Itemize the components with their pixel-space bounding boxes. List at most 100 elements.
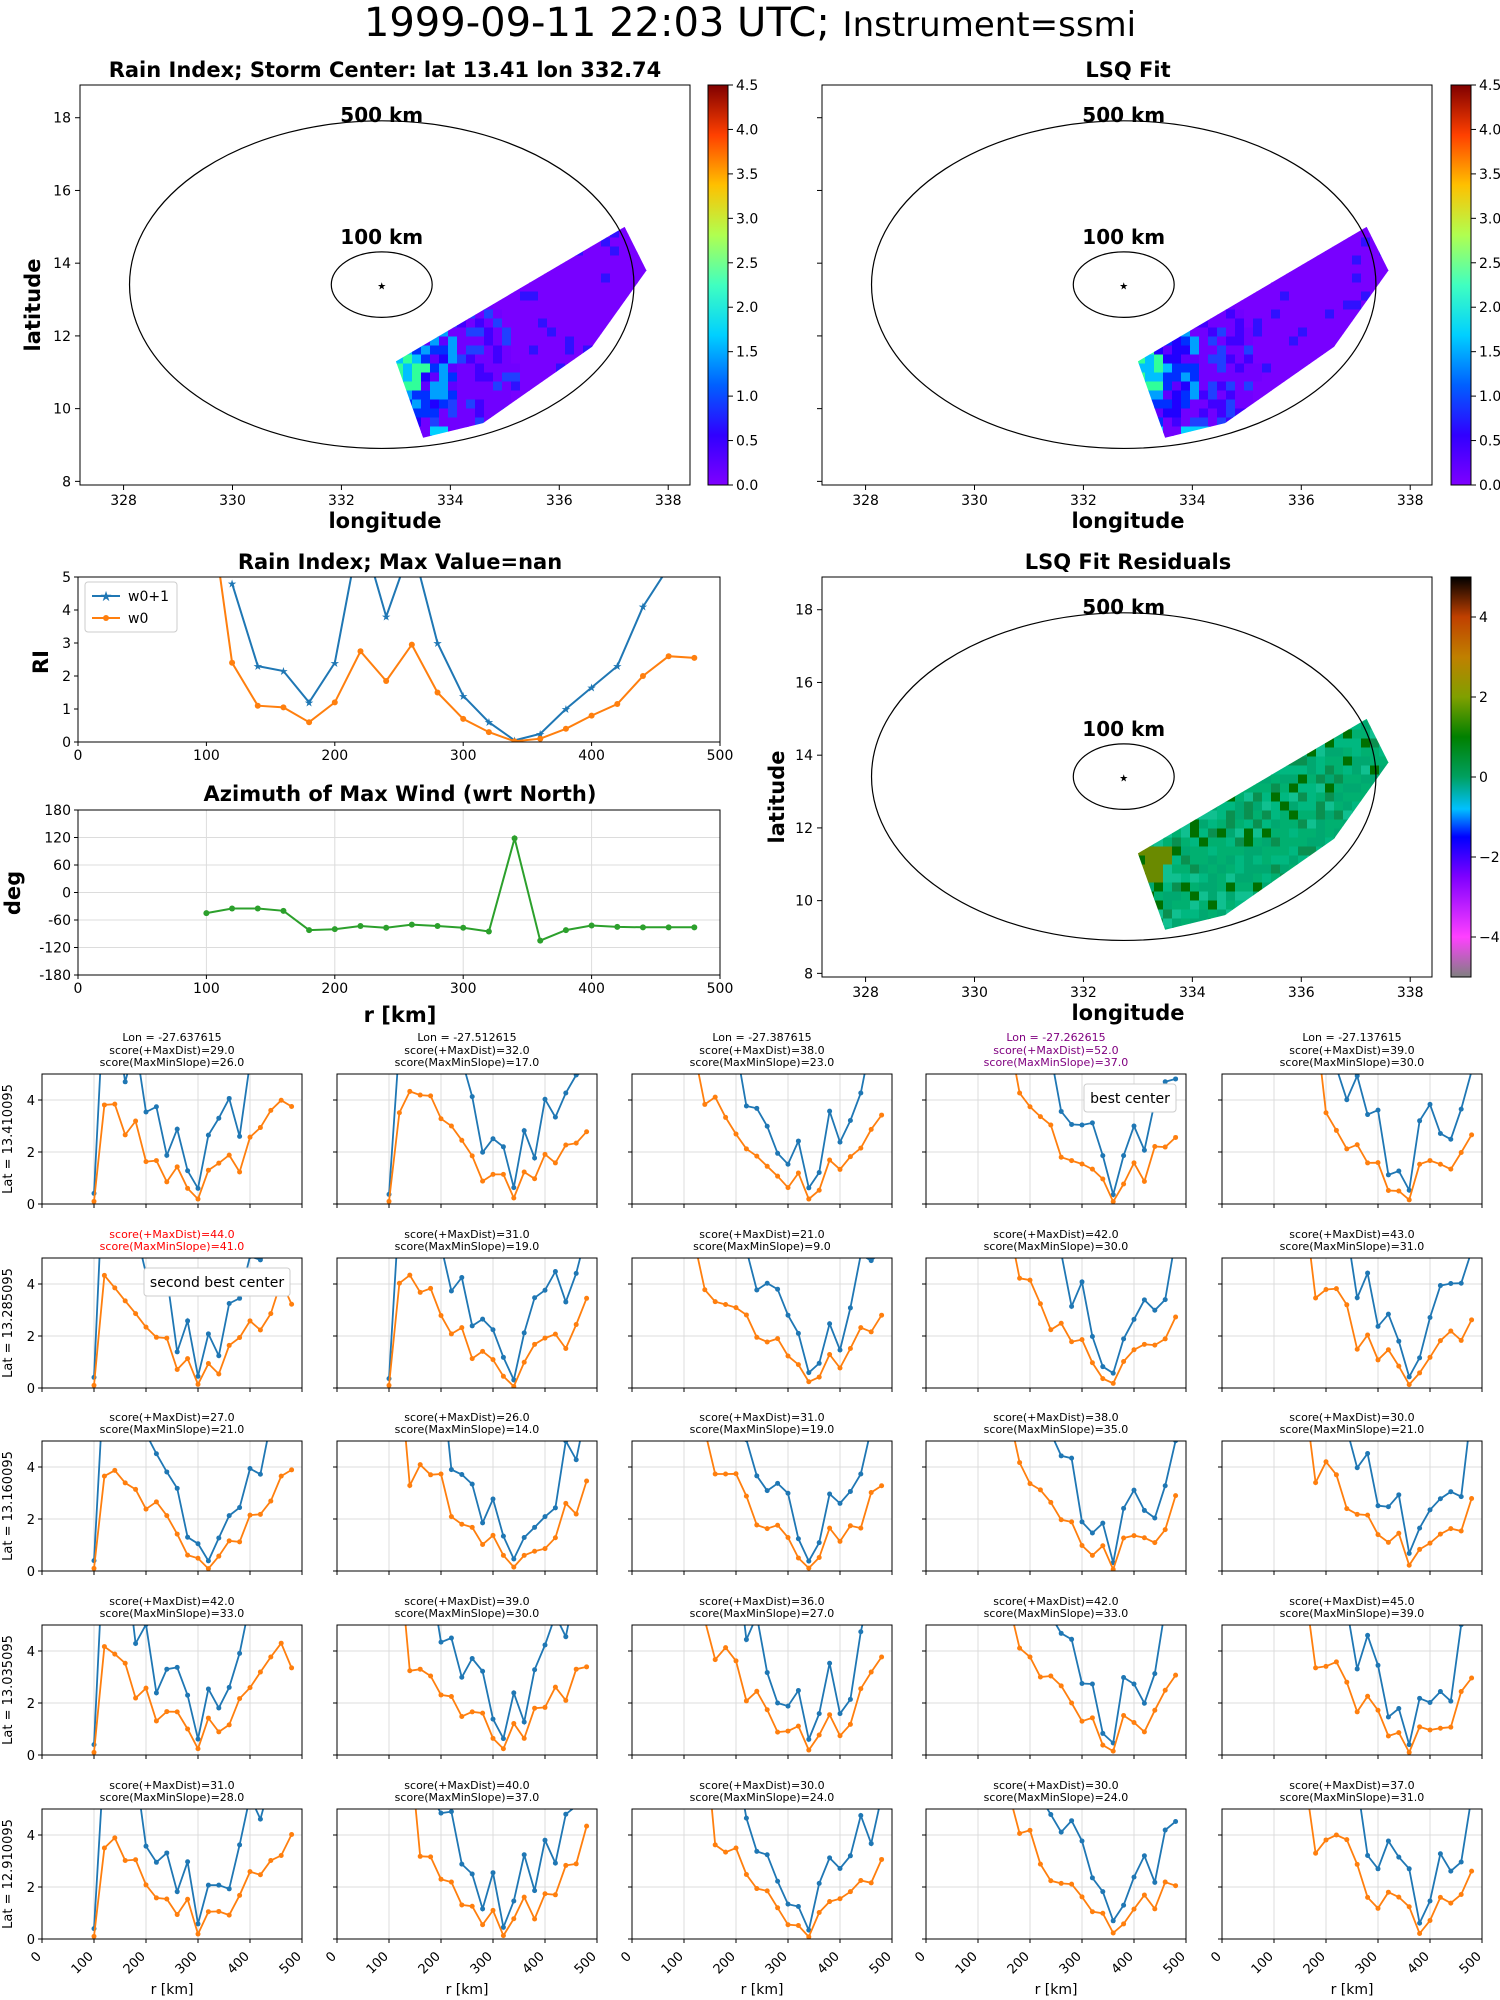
x-tick-label: 300	[173, 1949, 201, 1977]
map-pixel	[574, 345, 584, 355]
plot-frame	[925, 1257, 1187, 1389]
map-pixel	[1289, 282, 1299, 292]
w0p1-point	[1365, 1112, 1371, 1118]
map-pixel	[1217, 318, 1227, 328]
map-pixel	[1289, 765, 1299, 775]
w0p1-point	[858, 1090, 864, 1096]
w0p1-point	[1121, 1902, 1127, 1908]
plot-frame	[336, 1257, 598, 1389]
map-pixel	[1334, 291, 1344, 301]
ri-profile-title: Rain Index; Max Value=nan	[238, 550, 562, 574]
map-pixel	[1343, 246, 1353, 256]
map-pixel	[1343, 801, 1353, 811]
w0-point	[101, 1644, 107, 1650]
map-pixel	[556, 354, 566, 364]
w0p1-point	[1406, 1866, 1412, 1872]
map-pixel	[1352, 264, 1362, 274]
w0-point	[532, 1176, 538, 1182]
w0-line	[93, 1641, 293, 1753]
map-pixel	[1307, 765, 1317, 775]
map-pixel	[1271, 810, 1281, 820]
map-pixel	[1163, 909, 1173, 919]
w0p1-point	[816, 1360, 822, 1366]
map-pixel	[412, 363, 422, 373]
map-pixel	[583, 318, 593, 328]
w0-point	[1406, 1562, 1412, 1568]
azimuth-point	[614, 923, 621, 930]
map-pixel	[1163, 426, 1173, 436]
w0-point	[247, 1869, 253, 1875]
w0p1-point	[521, 1719, 527, 1725]
w0p1-point	[532, 1888, 538, 1894]
w0-point	[469, 1153, 475, 1159]
best-center-label: best center	[1090, 1091, 1170, 1107]
map-pixel	[1199, 363, 1209, 373]
w0-point	[133, 1311, 139, 1317]
map-pixel	[1163, 354, 1173, 364]
map-pixel	[1316, 300, 1326, 310]
map-pixel	[1343, 273, 1353, 283]
w0p1-point	[1173, 1076, 1179, 1082]
plot-frame	[41, 1808, 303, 1940]
w0-point	[537, 735, 544, 742]
w0p1-point	[1162, 1079, 1168, 1085]
w0-point	[1396, 1363, 1402, 1369]
map-pixel	[529, 327, 539, 337]
w0-point	[428, 1673, 434, 1679]
map-pixel	[484, 345, 494, 355]
plot-series	[1014, 1258, 1179, 1386]
w0p1-point	[1406, 1374, 1412, 1380]
map-pixel	[1235, 891, 1245, 901]
w0-point	[723, 1114, 729, 1120]
w0-point	[1131, 1720, 1137, 1725]
w0p1-point	[1427, 1315, 1433, 1321]
w0-point	[122, 1298, 128, 1304]
w0-point	[280, 704, 287, 711]
map-pixel	[1199, 381, 1209, 391]
x-tick-label: 0	[912, 1949, 928, 1965]
w0p1-point	[1385, 1504, 1391, 1510]
map-pixel	[1289, 819, 1299, 829]
x-tick-label: 0	[74, 748, 83, 764]
w0-point	[1427, 1540, 1433, 1546]
w0p1-point	[500, 1736, 506, 1742]
w0-point	[237, 1335, 243, 1341]
w0-point	[1344, 1506, 1350, 1512]
map-pixel	[1361, 783, 1371, 793]
map-pixel	[475, 399, 485, 409]
map-pixel	[1226, 801, 1236, 811]
w0-point	[775, 1522, 781, 1528]
map-pixel	[529, 318, 539, 328]
map-pixel	[1244, 855, 1254, 865]
map-pixel	[1253, 792, 1263, 802]
w0-point	[133, 1695, 139, 1701]
x-tick-label: 336	[546, 493, 573, 509]
w0p1-point	[1427, 1507, 1433, 1513]
map-pixel	[1163, 918, 1173, 928]
map-pixel	[1307, 255, 1317, 265]
map-pixel	[1163, 882, 1173, 892]
w0-point	[723, 1471, 729, 1477]
map-pixel	[502, 363, 512, 373]
map-pixel	[1334, 246, 1344, 256]
map-pixel	[1271, 291, 1281, 301]
map-pixel	[1361, 756, 1371, 766]
map-pixel	[1190, 873, 1200, 883]
map-pixel	[502, 372, 512, 382]
plot-bg	[78, 577, 720, 742]
map-pixel	[1262, 846, 1272, 856]
map-pixel	[583, 264, 593, 274]
map-pixel	[1289, 792, 1299, 802]
map-pixel	[1217, 390, 1227, 400]
map-pixel	[1253, 873, 1263, 883]
w0p1-point	[816, 1880, 822, 1886]
w0p1-point: ★	[664, 561, 674, 574]
map-pixel	[1289, 837, 1299, 847]
map-pixel	[1208, 855, 1218, 865]
map-pixel	[1181, 846, 1191, 856]
score-maxdist: score(+MaxDist)=38.0	[699, 1044, 824, 1057]
w0-point	[1017, 1645, 1023, 1651]
map-pixel	[1316, 747, 1326, 757]
w0p1-point	[542, 1837, 548, 1843]
w0-point	[542, 1335, 548, 1341]
